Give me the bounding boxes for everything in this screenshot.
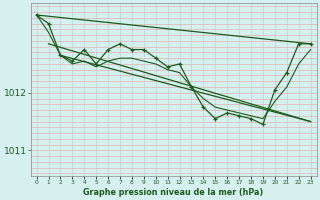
X-axis label: Graphe pression niveau de la mer (hPa): Graphe pression niveau de la mer (hPa): [84, 188, 264, 197]
